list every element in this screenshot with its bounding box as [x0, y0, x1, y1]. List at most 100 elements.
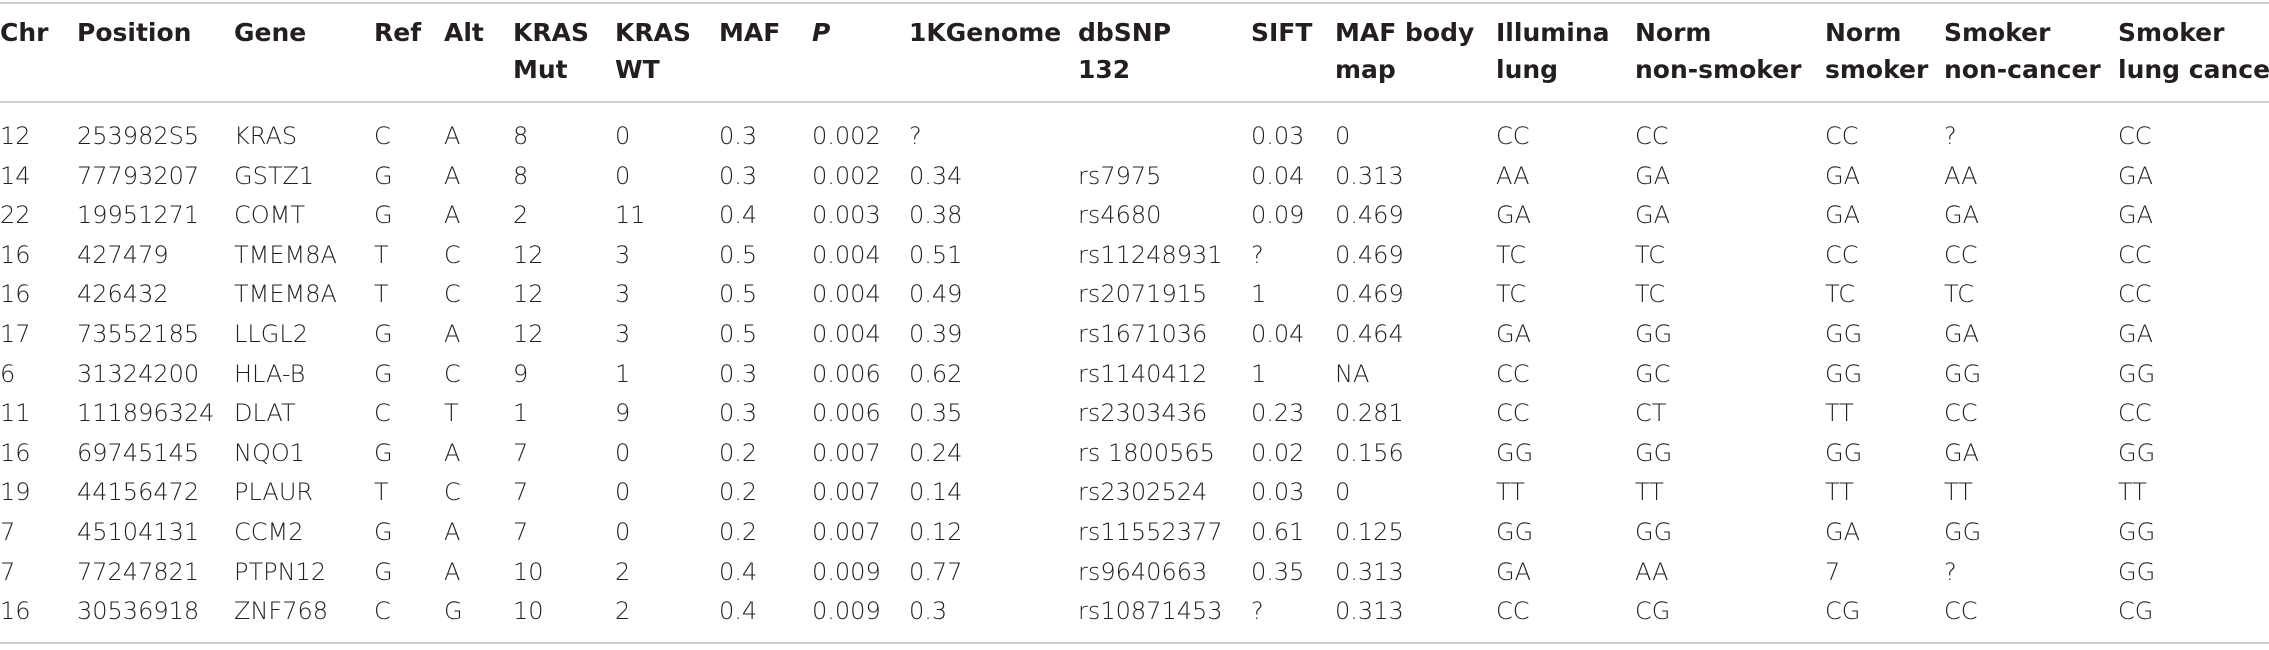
cell-norm-smoker: GA — [1825, 201, 1861, 230]
cell-illumina-lung: GG — [1496, 438, 1534, 467]
cell-dbsnp: rs 1800565 — [1078, 438, 1215, 467]
cell-1kgenome: 0.49 — [909, 280, 963, 309]
cell-kras-mut: 12 — [513, 280, 544, 309]
cell-ref: G — [374, 517, 393, 546]
cell-smoker-non-cancer: TC — [1944, 280, 1975, 309]
cell-1kgenome: 0.77 — [909, 557, 963, 586]
header-norm-smoker: Norm smoker — [1825, 2, 1944, 103]
cell-kras-mut: 10 — [513, 592, 615, 644]
cell-maf: 0.3 — [719, 359, 758, 388]
cell-maf: 0.4 — [719, 201, 758, 230]
cell-ref: G — [374, 319, 393, 348]
cell-alt: A — [444, 161, 461, 190]
header-illumina-lung: Illumina lung — [1496, 2, 1635, 103]
cell-ref: C — [374, 122, 391, 150]
cell-position: 77793207 — [77, 161, 200, 190]
cell-1kgenome: 0.34 — [909, 161, 963, 190]
cell-sift: 1 — [1251, 359, 1267, 388]
cell-kras-mut: 10 — [513, 557, 544, 586]
cell-norm-non-smoker: GG — [1635, 319, 1673, 348]
cell-chr: 16 — [0, 240, 31, 269]
cell-chr: 7 — [0, 517, 16, 546]
cell-norm-smoker: CC — [1825, 122, 1859, 150]
cell-smoker-non-cancer: GA — [1944, 319, 1980, 348]
cell-kras-mut: 7 — [513, 517, 529, 546]
cell-ref: G — [374, 359, 393, 388]
cell-norm-non-smoker: GA — [1635, 161, 1671, 190]
cell-smoker-non-cancer: GA — [1944, 201, 1980, 230]
table-row: 19 44156472 PLAUR T C 7 0 0.2 0.007 0.14 rs2302524… — [0, 473, 2269, 513]
cell-smoker-non-cancer: CC — [1944, 240, 1978, 269]
cell-dbsnp: rs9640663 — [1078, 557, 1208, 586]
cell-norm-non-smoker: TT — [1635, 478, 1664, 507]
cell-chr: 17 — [0, 319, 31, 348]
cell-position: 31324200 — [77, 359, 200, 388]
table-row: 16 69745145 NQO1 G A 7 0 0.2 0.007 0.24 rs 1800565… — [0, 434, 2269, 474]
cell-kras-wt: 1 — [615, 359, 631, 388]
cell-kras-mut: 12 — [513, 240, 544, 269]
cell-smoker-lung-cancer: CC — [2118, 399, 2152, 428]
table-body: 12 253982S5 KRAS C A 8 0 0.3 0.002? 0.03 0 CC CC CC? C… — [0, 102, 2269, 644]
cell-maf: 0.4 — [719, 592, 812, 644]
header-p-value: P — [812, 2, 909, 103]
cell-p-value: 0.002 — [812, 161, 881, 190]
cell-norm-smoker: 7 — [1825, 557, 1841, 586]
cell-maf-body-map: 0 — [1335, 478, 1351, 507]
cell-dbsnp: rs2302524 — [1078, 478, 1208, 507]
cell-alt: C — [444, 280, 461, 309]
cell-maf: 0.5 — [719, 319, 758, 348]
cell-ref: G — [374, 161, 393, 190]
cell-maf: 0.5 — [719, 240, 758, 269]
cell-kras-mut: 2 — [513, 201, 529, 230]
cell-kras-wt: 0 — [615, 478, 631, 507]
header-position: Position — [77, 2, 234, 103]
cell-smoker-lung-cancer: GA — [2118, 201, 2154, 230]
cell-alt: A — [444, 438, 461, 467]
cell-dbsnp: rs1140412 — [1078, 359, 1208, 388]
cell-chr: 7 — [0, 557, 16, 586]
cell-ref: C — [374, 399, 391, 428]
cell-maf-body-map: 0.313 — [1335, 557, 1404, 586]
cell-kras-mut: 7 — [513, 438, 529, 467]
header-maf: MAF — [719, 2, 812, 103]
cell-ref: T — [374, 280, 389, 309]
cell-p-value: 0.004 — [812, 240, 881, 269]
cell-gene: GSTZ1 — [234, 161, 315, 190]
cell-maf: 0.2 — [719, 438, 758, 467]
cell-sift: 0.61 — [1251, 517, 1305, 546]
cell-norm-smoker: GG — [1825, 438, 1863, 467]
cell-gene: COMT — [234, 201, 306, 230]
cell-sift: ? — [1251, 240, 1264, 269]
cell-smoker-lung-cancer: CC — [2118, 122, 2152, 150]
cell-gene: HLA-B — [234, 359, 306, 388]
cell-norm-non-smoker: GG — [1635, 438, 1673, 467]
cell-maf: 0.3 — [719, 399, 758, 428]
cell-smoker-lung-cancer: GG — [2118, 557, 2156, 586]
cell-smoker-lung-cancer: GG — [2118, 517, 2156, 546]
cell-maf-body-map: 0.281 — [1335, 399, 1404, 428]
cell-p-value: 0.009 — [812, 557, 881, 586]
header-smoker-lung-cancer: Smoker lung cancer — [2118, 2, 2269, 103]
cell-1kgenome: 0.38 — [909, 201, 963, 230]
cell-p-value: 0.007 — [812, 517, 881, 546]
cell-dbsnp: rs2303436 — [1078, 399, 1208, 428]
cell-sift: 1 — [1251, 280, 1267, 309]
cell-alt: A — [444, 319, 461, 348]
cell-1kgenome: 0.62 — [909, 359, 963, 388]
cell-1kgenome: 0.3 — [909, 592, 1078, 644]
cell-sift: 0.23 — [1251, 399, 1305, 428]
cell-kras-wt: 3 — [615, 280, 631, 309]
header-smoker-non-cancer: Smoker non-cancer — [1944, 2, 2118, 103]
cell-ref: T — [374, 240, 389, 269]
cell-sift: ? — [1251, 592, 1335, 644]
cell-position: 426432 — [77, 280, 169, 309]
cell-dbsnp: rs10871453 — [1078, 592, 1251, 644]
table-row: 14 77793207 GSTZ1 G A 8 0 0.3 0.002 0.34 rs7975 0.0… — [0, 157, 2269, 197]
cell-kras-wt: 0 — [615, 438, 631, 467]
cell-chr: 6 — [0, 359, 16, 388]
cell-maf-body-map: 0.469 — [1335, 201, 1404, 230]
cell-1kgenome: 0.39 — [909, 319, 963, 348]
cell-maf-body-map: 0.464 — [1335, 319, 1404, 348]
table-row: 6 31324200 HLA-B G C 9 1 0.3 0.006 0.62 rs1140412 1… — [0, 355, 2269, 395]
cell-norm-non-smoker: CT — [1635, 399, 1667, 428]
